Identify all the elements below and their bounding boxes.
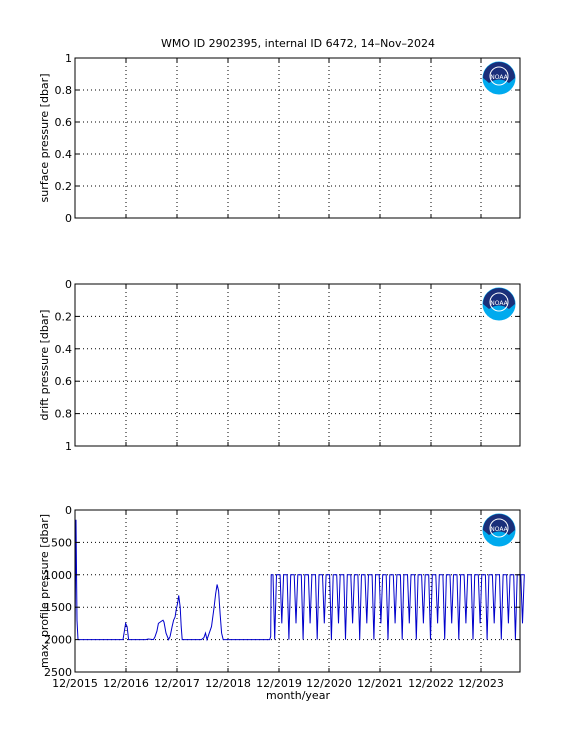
x-tick-label: 12/2018	[205, 677, 251, 690]
y-tick-label: 2500	[44, 666, 72, 679]
x-axis-label: month/year	[266, 689, 330, 702]
y-tick-label: 0.4	[55, 343, 73, 356]
x-tick-label: 12/2020	[306, 677, 352, 690]
axes-frame	[74, 57, 521, 219]
axes-frame	[74, 509, 521, 673]
y-tick-label: 1	[65, 52, 72, 65]
x-tick-label: 12/2021	[357, 677, 403, 690]
noaa-logo-icon: NOAA	[481, 286, 517, 322]
x-tick-label: 12/2015	[52, 677, 98, 690]
x-tick-label: 12/2017	[154, 677, 200, 690]
svg-text:NOAA: NOAA	[490, 526, 508, 533]
panel-1: 1 0.8 0.6 0.4 0.2 0 surface pressure [dbar] NOA…	[38, 52, 521, 225]
x-tick-label: 12/2019	[256, 677, 302, 690]
figure-title: WMO ID 2902395, internal ID 6472, 14–Nov…	[161, 37, 435, 50]
noaa-logo-icon: NOAA	[481, 60, 517, 96]
y-tick-label: 0	[65, 504, 72, 517]
y-tick-label: 0.2	[55, 180, 73, 193]
y-tick-label: 1500	[44, 601, 72, 614]
y-tick-label: 0.2	[55, 310, 73, 323]
y-axis-label: max. profile pressure [dbar]	[38, 514, 51, 668]
noaa-logo-icon: NOAA	[481, 512, 517, 548]
y-tick-label: 2000	[44, 634, 72, 647]
x-tick-label: 12/2023	[458, 677, 504, 690]
y-tick-label: 500	[51, 536, 72, 549]
y-tick-label: 1000	[44, 569, 72, 582]
y-tick-label: 0.6	[55, 116, 73, 129]
panel-2: 0 0.2 0.4 0.6 0.8 1 drift pressure [dbar] NOAA	[38, 278, 521, 453]
y-tick-label: 0.8	[55, 84, 73, 97]
axes-frame	[74, 283, 521, 447]
y-tick-label: 0.8	[55, 408, 73, 421]
y-tick-label: 0	[65, 212, 72, 225]
svg-text:NOAA: NOAA	[490, 300, 508, 307]
y-tick-label: 0.4	[55, 148, 73, 161]
series-line	[74, 519, 525, 642]
y-axis-label: drift pressure [dbar]	[38, 310, 51, 421]
y-axis-label: surface pressure [dbar]	[38, 74, 51, 203]
x-tick-label: 12/2022	[408, 677, 454, 690]
y-tick-label: 0.6	[55, 375, 73, 388]
y-tick-label: 0	[65, 278, 72, 291]
svg-text:NOAA: NOAA	[490, 74, 508, 81]
x-tick-label: 12/2016	[103, 677, 149, 690]
y-tick-label: 1	[65, 440, 72, 453]
